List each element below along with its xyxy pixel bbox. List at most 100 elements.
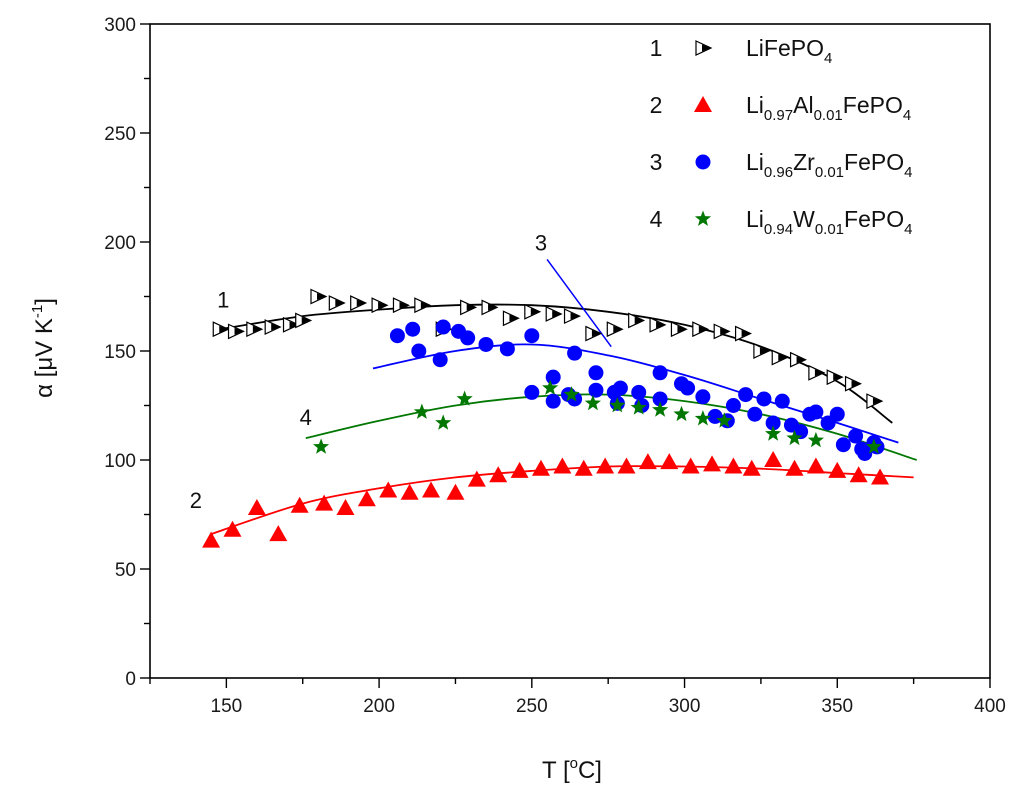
data-point: [212, 321, 230, 338]
data-point: [467, 470, 486, 487]
data-point: [223, 520, 242, 537]
x-axis-title: T [oC]: [542, 755, 602, 784]
data-point: [227, 323, 245, 340]
data-point: [446, 483, 465, 500]
data-point: [435, 414, 452, 430]
data-point: [411, 343, 427, 359]
fit-curve-2: [210, 465, 914, 535]
data-point: [756, 391, 772, 407]
data-point: [844, 375, 862, 392]
legend-item-4: 4 Li0.94W0.01FePO4: [650, 206, 913, 238]
data-point: [652, 391, 668, 407]
data-point: [588, 365, 604, 381]
data-point: [422, 481, 441, 498]
data-point: [652, 365, 668, 381]
data-point: [585, 325, 603, 342]
data-point: [481, 299, 499, 316]
data-point: [747, 406, 763, 422]
ticks: [140, 23, 991, 688]
data-point: [567, 345, 583, 361]
data-point: [313, 438, 330, 454]
data-point: [826, 369, 844, 386]
data-point: [612, 380, 628, 396]
data-point: [673, 405, 690, 422]
data-point: [871, 468, 890, 485]
x-tick-label: 250: [516, 696, 548, 717]
legend-marker: [695, 40, 713, 56]
data-point: [499, 341, 515, 357]
data-point: [553, 457, 572, 474]
y-tick-label: 200: [104, 233, 136, 254]
data-point: [531, 459, 550, 476]
data-point: [692, 321, 710, 338]
legend-number: 3: [650, 149, 663, 175]
data-point: [808, 364, 826, 381]
data-point: [764, 451, 783, 467]
data-point: [848, 428, 864, 444]
data-point: [609, 397, 626, 413]
data-point: [866, 393, 884, 410]
data-point: [695, 389, 711, 405]
callout-line-3: [546, 258, 612, 348]
data-point: [716, 412, 733, 428]
data-point: [502, 310, 520, 327]
data-point: [630, 399, 647, 415]
curve-label-3: 3: [535, 231, 547, 256]
data-point: [765, 415, 781, 431]
data-point: [290, 496, 309, 513]
data-point: [652, 401, 669, 417]
tick-labels: 150 200 250 300 350 400 0 50 100 150 200 250 300: [104, 15, 1006, 717]
data-point: [545, 393, 561, 409]
y-tick-label: 250: [104, 124, 136, 145]
data-point: [724, 457, 743, 474]
data-point: [435, 319, 451, 335]
x-tick-label: 150: [211, 696, 243, 717]
data-point: [738, 387, 754, 403]
data-point: [524, 303, 542, 320]
data-point: [638, 453, 657, 470]
data-point: [545, 369, 561, 385]
data-point: [596, 457, 615, 474]
data-point: [392, 297, 410, 314]
data-point: [771, 349, 789, 366]
data-point: [753, 343, 771, 359]
data-point: [545, 305, 563, 322]
data-point: [295, 312, 313, 329]
data-point: [456, 390, 473, 406]
legend-marker: [695, 154, 711, 170]
data-point: [734, 325, 753, 342]
data-point: [357, 490, 376, 507]
x-tick-label: 300: [669, 696, 701, 717]
data-point: [405, 321, 421, 337]
curve-label-2: 2: [190, 488, 202, 513]
data-point: [310, 288, 328, 305]
fit-curve-1: [220, 303, 893, 424]
curve-label-4: 4: [300, 405, 312, 430]
data-point: [336, 498, 355, 515]
legend-item-1: 1 LiFePO4: [650, 35, 833, 67]
data-point: [606, 321, 624, 338]
data-point: [460, 330, 476, 346]
data-point: [617, 457, 636, 474]
legend-label: Li0.94W0.01FePO4: [746, 206, 912, 238]
x-tick-label: 200: [363, 696, 395, 717]
data-point: [857, 445, 873, 461]
data-point: [789, 351, 807, 368]
legend-label: Li0.97Al0.01FePO4: [746, 92, 911, 124]
legend-item-3: 3 Li0.96Zr0.01FePO4: [650, 149, 913, 181]
data-point: [703, 455, 722, 472]
legend-marker: [694, 210, 712, 226]
x-tick-label: 350: [821, 696, 853, 717]
data-point: [432, 352, 448, 368]
legend-label: Li0.96Zr0.01FePO4: [746, 149, 912, 181]
data-point: [400, 483, 419, 500]
data-point: [865, 438, 882, 454]
data-point: [371, 297, 389, 314]
data-point: [510, 461, 529, 478]
data-point: [713, 323, 731, 340]
data-point: [413, 403, 430, 419]
y-axis-title: α [μV K-1]: [29, 298, 58, 398]
data-point: [828, 461, 847, 478]
data-point: [524, 328, 540, 344]
